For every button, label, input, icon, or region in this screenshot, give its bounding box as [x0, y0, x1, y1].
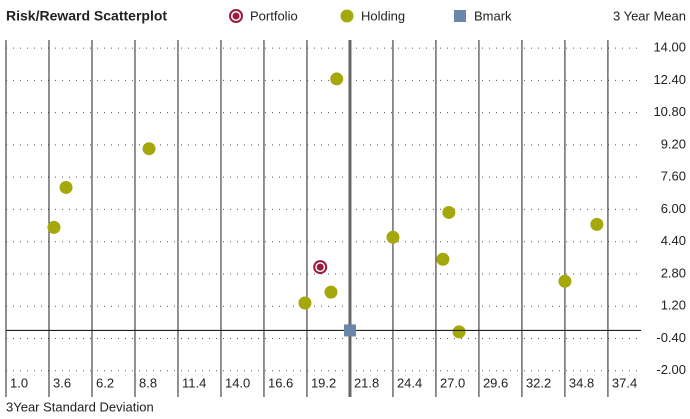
point [343, 324, 356, 337]
x-tick-label: 32.2 [526, 375, 551, 390]
x-tick-label: 27.0 [440, 375, 465, 390]
point [313, 260, 328, 275]
y-tick-label: 14.00 [653, 40, 686, 55]
x-tick-label: 16.6 [268, 375, 293, 390]
point [324, 285, 338, 299]
x-tick-label: 37.4 [612, 375, 637, 390]
point [442, 205, 456, 219]
x-tick-label: 3.6 [53, 375, 71, 390]
x-tick-label: 11.4 [182, 375, 206, 390]
y-tick-label: -0.40 [656, 330, 686, 345]
legend-marker [232, 12, 240, 20]
legend-label: Holding [361, 8, 405, 23]
y-tick-label: 12.40 [653, 72, 686, 87]
y-tick-label: 2.80 [661, 265, 686, 280]
x-tick-label: 21.8 [354, 375, 379, 390]
chart-title: Risk/Reward Scatterplot [6, 8, 167, 24]
x-tick-label: 29.6 [483, 375, 508, 390]
legend-label: Portfolio [250, 8, 298, 23]
legend-marker [340, 9, 354, 23]
legend-marker [454, 10, 466, 22]
x-tick-label: 14.0 [225, 375, 250, 390]
point [590, 217, 604, 231]
y-tick-label: 9.20 [661, 136, 686, 151]
point [59, 180, 73, 194]
x-tick-label: 34.8 [569, 375, 594, 390]
y-tick-label: 1.20 [661, 298, 686, 313]
point [298, 296, 312, 310]
point [452, 325, 466, 339]
point [47, 220, 61, 234]
x-tick-label: 1.0 [10, 375, 28, 390]
y-tick-label: 4.40 [661, 233, 686, 248]
point-part [316, 263, 324, 271]
y-tick-label: -2.00 [656, 362, 686, 377]
x-tick-label: 24.4 [397, 375, 422, 390]
x-tick-label: 19.2 [311, 375, 336, 390]
point [330, 72, 344, 86]
legend-label: Bmark [474, 8, 512, 23]
point [386, 230, 400, 244]
x-tick-label: 6.2 [96, 375, 114, 390]
y-tick-label: 10.80 [653, 104, 686, 119]
y-tick-label: 7.60 [661, 169, 686, 184]
x-tick-label: 8.8 [139, 375, 157, 390]
y-axis-label: 3 Year Mean [613, 8, 686, 23]
point [142, 142, 156, 156]
x-axis-label: 3Year Standard Deviation [6, 399, 154, 414]
point [436, 252, 450, 266]
point [558, 274, 572, 288]
y-tick-label: 6.00 [661, 201, 686, 216]
